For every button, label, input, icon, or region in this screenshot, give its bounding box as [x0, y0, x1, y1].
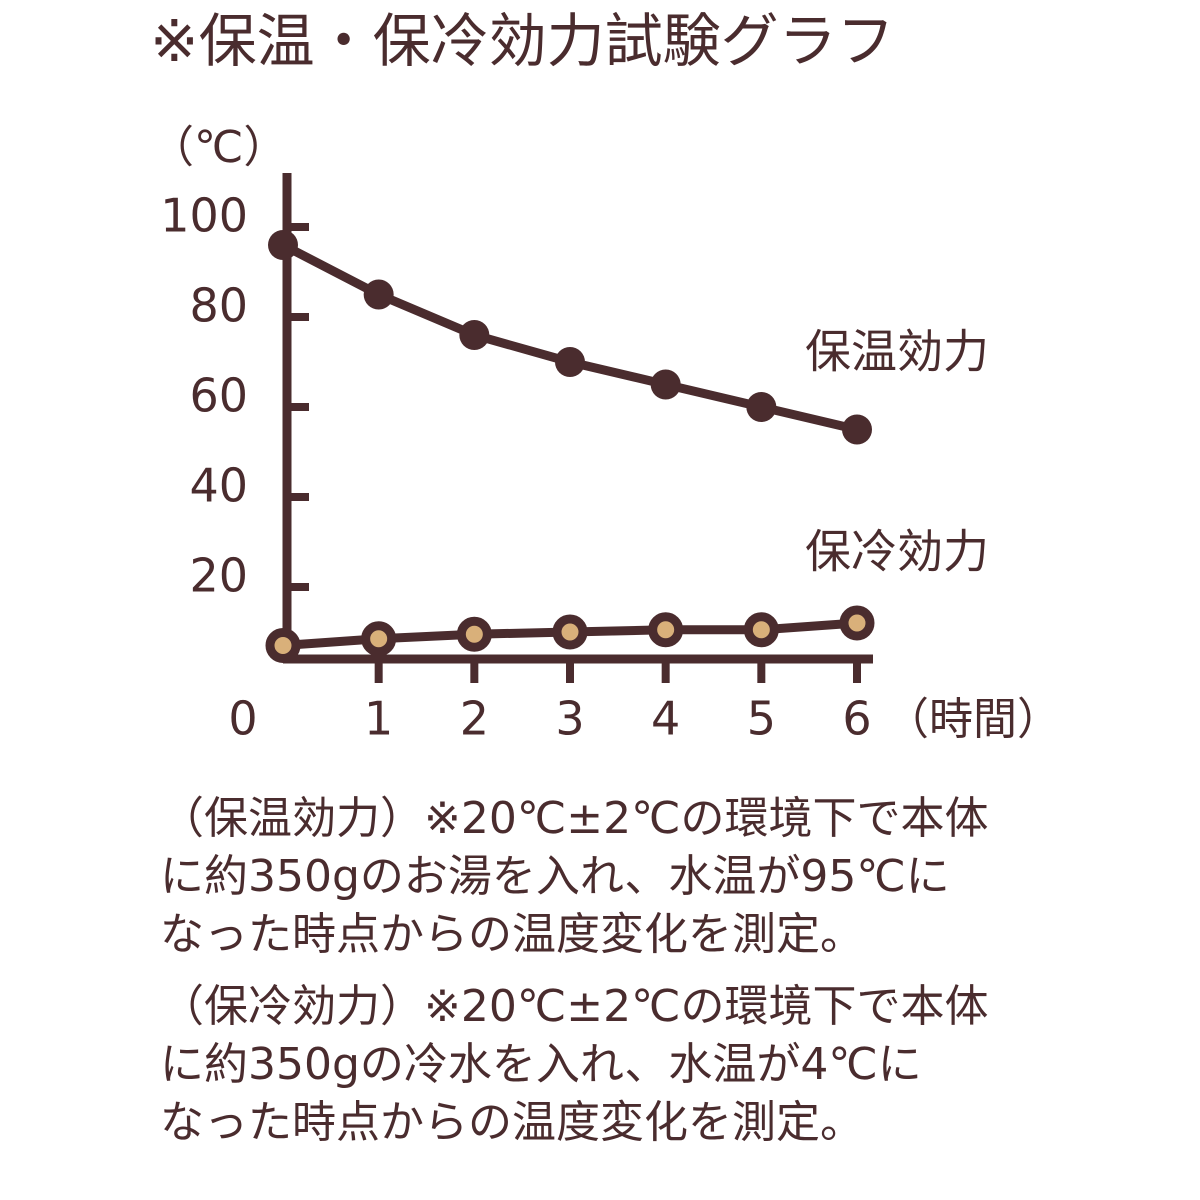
data-point [842, 414, 872, 445]
series-label: 保冷効力 [805, 525, 989, 579]
y-tick-label: 100 [160, 189, 248, 243]
y-tick-label: 40 [189, 459, 248, 513]
x-tick-label: 1 [364, 692, 393, 746]
note-paragraph: （保冷効力）※20℃±2℃の環境下で本体 に約350gの冷水を入れ、水温が4℃にな… [160, 978, 1180, 1152]
chart-title: ※保温・保冷効力試験グラフ [150, 7, 895, 75]
y-tick-label: 20 [189, 549, 248, 603]
data-point [459, 320, 490, 350]
y-axis-label: （℃） [150, 122, 287, 173]
y-tick-label: 60 [189, 369, 248, 423]
x-axis-label: （時間） [885, 694, 1061, 745]
data-point [268, 230, 298, 260]
data-point [552, 614, 588, 650]
x-tick-label: 2 [460, 692, 489, 746]
data-point [839, 605, 875, 641]
note-paragraph: （保温効力）※20℃±2℃の環境下で本体 に約350gのお湯を入れ、水温が95℃に… [160, 790, 1180, 964]
data-point [648, 612, 684, 648]
data-point [746, 392, 777, 422]
data-point [363, 279, 394, 310]
data-point [456, 616, 492, 652]
x-tick-label: 4 [651, 692, 680, 746]
notes: （保温効力）※20℃±2℃の環境下で本体 に約350gのお湯を入れ、水温が95℃に… [160, 790, 1180, 1166]
data-point [265, 628, 301, 663]
note-line: に約350gのお湯を入れ、水温が95℃に [160, 851, 950, 902]
note-line: なった時点からの温度変化を測定。 [160, 1097, 864, 1148]
x-tick-label: 5 [747, 692, 776, 746]
x-tick-label: 6 [842, 692, 871, 746]
data-point [361, 621, 397, 657]
x-tick-label: 3 [555, 692, 584, 746]
note-line: なった時点からの温度変化を測定。 [160, 909, 864, 960]
data-point [650, 369, 681, 400]
note-line: （保冷効力）※20℃±2℃の環境下で本体 [160, 981, 989, 1032]
note-line: に約350gの冷水を入れ、水温が4℃に [160, 1039, 922, 1090]
note-line: （保温効力）※20℃±2℃の環境下で本体 [160, 793, 989, 844]
data-point [555, 347, 585, 377]
data-point [743, 612, 779, 648]
y-tick-label: 80 [189, 279, 248, 333]
x-tick-label: 0 [228, 692, 257, 746]
chart: ※保温・保冷効力試験グラフ （℃） （時間） 20 40 60 80 100 0 1 2 3 4 5… [150, 7, 1061, 746]
series-label: 保温効力 [805, 325, 989, 379]
